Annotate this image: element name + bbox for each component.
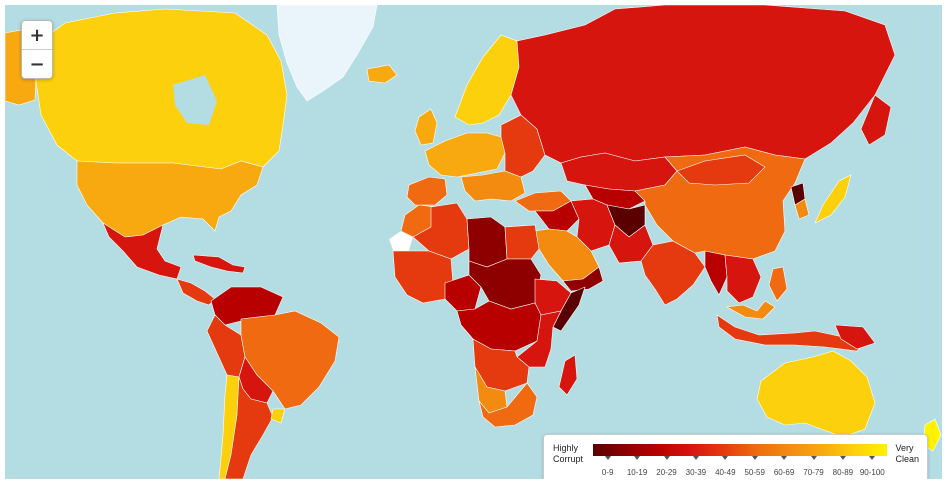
egypt-region[interactable]	[504, 224, 540, 260]
kamchatka-region[interactable]	[860, 94, 892, 146]
yemen-region[interactable]	[562, 266, 604, 292]
legend-range-label: 90-100	[859, 468, 885, 477]
legend-range-label: 30-39	[685, 468, 707, 477]
legend-clean-label: Clean	[895, 454, 919, 464]
legend-very-label: Very	[895, 443, 914, 453]
legend-range-label: 0-9	[601, 468, 614, 477]
legend-tick	[781, 456, 788, 460]
zoom-out-button[interactable]: −	[22, 49, 52, 78]
western-europe-region[interactable]	[424, 132, 506, 178]
legend-tick	[663, 456, 670, 460]
canada-region[interactable]	[34, 8, 288, 170]
india-region[interactable]	[640, 240, 706, 306]
legend-right-label: Very Clean	[895, 443, 919, 465]
uruguay-region[interactable]	[270, 408, 286, 424]
legend-tick	[692, 456, 699, 460]
zoom-in-button[interactable]: +	[29, 24, 45, 46]
malaysia-region[interactable]	[726, 300, 776, 320]
legend-tick	[604, 456, 611, 460]
legend-range-label: 10-19	[626, 468, 648, 477]
libya-region[interactable]	[466, 216, 508, 268]
legend-tick	[839, 456, 846, 460]
australia-region[interactable]	[756, 350, 876, 438]
legend-range-label: 60-69	[773, 468, 795, 477]
indochina-region[interactable]	[724, 254, 762, 304]
uk-region[interactable]	[414, 108, 438, 146]
japan-region[interactable]	[814, 174, 852, 224]
iceland-region[interactable]	[366, 64, 398, 84]
south-africa-region[interactable]	[478, 382, 538, 428]
legend-ticks	[593, 456, 887, 461]
western-sahara-region	[388, 230, 414, 252]
hudson-bay	[173, 75, 217, 125]
argentina-region[interactable]	[224, 376, 274, 479]
legend-tick	[869, 456, 876, 460]
iberia-region[interactable]	[406, 176, 448, 206]
south-korea-region[interactable]	[794, 198, 810, 220]
mexico-region[interactable]	[102, 222, 182, 280]
legend-range-label: 20-29	[656, 468, 677, 477]
madagascar-region[interactable]	[558, 354, 578, 396]
legend: Highly Corrupt 0-9 10-19 20-29 30-39 40-49 50…	[543, 434, 928, 479]
legend-range-label: 40-49	[715, 468, 736, 477]
zoom-control: + −	[21, 20, 53, 79]
legend-color-bar	[593, 444, 887, 456]
legend-left-label: Highly Corrupt	[553, 443, 583, 465]
southern-europe-region[interactable]	[460, 170, 526, 202]
caribbean-region[interactable]	[192, 254, 246, 274]
mongolia-region[interactable]	[676, 154, 766, 186]
legend-tick	[810, 456, 817, 460]
legend-corrupt-label: Corrupt	[553, 454, 584, 464]
legend-range-label: 50-59	[744, 468, 765, 477]
greenland-region[interactable]	[276, 5, 378, 102]
map-canvas[interactable]	[5, 5, 942, 479]
legend-tick	[751, 456, 758, 460]
legend-highly-label: Highly	[553, 443, 579, 453]
legend-tick	[722, 456, 729, 460]
legend-range-label: 70-79	[803, 468, 824, 477]
papua-new-guinea-region[interactable]	[834, 324, 876, 350]
legend-range-label: 80-89	[832, 468, 854, 477]
philippines-region[interactable]	[768, 266, 788, 302]
world-map[interactable]: + − Highly Corrupt 0-9 10-19 20-29 30-39 40-…	[5, 5, 942, 479]
legend-tick	[634, 456, 641, 460]
legend-range-labels: 0-9 10-19 20-29 30-39 40-49 50-59 60-69 70-79 80…	[593, 468, 887, 478]
